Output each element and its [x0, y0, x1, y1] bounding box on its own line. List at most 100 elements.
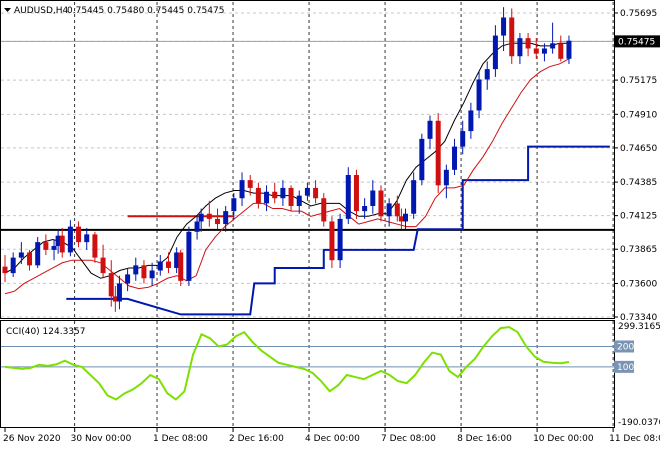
time-tick-label: 1 Dec 08:00: [153, 434, 208, 444]
price-tick-label: 0.75175: [620, 76, 657, 86]
time-tick-label: 10 Dec 00:00: [533, 434, 594, 444]
price-tick-label: 0.74910: [620, 110, 657, 120]
cci-level-tag: [614, 360, 634, 373]
candle-bull: [239, 180, 245, 199]
candle-bull: [468, 110, 474, 132]
candle-bear: [435, 120, 441, 186]
candle-bull: [84, 234, 90, 243]
candle-bull: [370, 190, 376, 206]
candle-bull: [402, 213, 408, 222]
candle-bull: [35, 242, 41, 266]
time-tick-label: 4 Dec 00:00: [305, 434, 360, 444]
candle-bull: [386, 203, 392, 217]
cci-level-tag-label: 200: [617, 342, 634, 352]
candle-bear: [533, 48, 539, 54]
time-axis: 26 Nov 2020 30 Nov 00:00 1 Dec 08:00 2 Dec …: [3, 428, 660, 444]
candle-bear: [398, 216, 404, 222]
candle-bear: [59, 235, 65, 253]
candle-bull: [194, 221, 200, 232]
candle-bull: [149, 270, 155, 279]
candle-bull: [223, 211, 229, 225]
time-tick-label: 26 Nov 2020: [3, 434, 61, 444]
candle-bull: [231, 198, 237, 212]
cci-line: [4, 326, 570, 401]
cci-level-tag: [614, 340, 634, 353]
candle-bear: [378, 190, 384, 217]
candle-bull: [484, 69, 490, 80]
candle-bear: [525, 38, 531, 49]
candle-bear: [288, 187, 294, 206]
candle-bear: [313, 187, 319, 199]
price-tick-label: 0.75695: [620, 9, 657, 19]
candle-bear: [272, 191, 278, 199]
price-tick-label: 0.74650: [620, 144, 657, 154]
cci-level-tag-label: 100: [617, 363, 634, 373]
candle-bull: [55, 235, 61, 246]
candle-bear: [27, 252, 33, 266]
svg-text:0.75475: 0.75475: [618, 37, 655, 47]
dropdown-triangle-icon[interactable]: [4, 8, 11, 12]
overlays: [1, 40, 614, 316]
candle-bull: [492, 35, 498, 70]
symbol-label: AUDUSD,H4: [14, 6, 69, 16]
price-tick-label: 0.73340: [620, 313, 657, 323]
cci-indicator: 200 100 299.3165 -190.0376: [1, 322, 660, 428]
candle-bear: [2, 266, 8, 274]
candle-bull: [51, 245, 57, 250]
candle-bear: [43, 242, 49, 250]
current-price-tag: 0.75475: [614, 35, 660, 48]
moving-average-red: [4, 58, 570, 295]
candle-bear: [329, 221, 335, 261]
candles: [2, 7, 572, 312]
candle-bull: [67, 226, 73, 253]
candle-bear: [141, 265, 147, 279]
candle-bear: [353, 174, 359, 212]
candle-bull: [296, 195, 302, 206]
time-tick-label: 8 Dec 16:00: [457, 434, 512, 444]
candle-bear: [558, 43, 564, 59]
candle-bull: [517, 38, 523, 57]
candle-bull: [264, 191, 270, 204]
price-tick-label: 0.74385: [620, 178, 657, 188]
candle-bear: [76, 226, 82, 243]
candle-bull: [18, 252, 24, 258]
candle-bull: [116, 283, 122, 302]
candle-bear: [112, 296, 118, 302]
candle-bull: [198, 213, 204, 222]
price-tick-label: 0.73600: [620, 279, 657, 289]
price-tick-label: 0.74125: [620, 212, 657, 222]
candle-bull: [566, 40, 572, 59]
price-tick-label: 0.73865: [620, 245, 657, 255]
candle-bull: [419, 138, 425, 181]
cci-min-label: -190.0376: [618, 418, 660, 428]
candle-bull: [541, 48, 547, 54]
candle-bear: [206, 213, 212, 219]
candle-bull: [501, 17, 507, 36]
candle-bull: [460, 131, 466, 147]
candle-bear: [215, 218, 221, 225]
candle-bear: [178, 252, 184, 281]
candle-bear: [247, 180, 253, 188]
candle-bull: [280, 187, 286, 199]
time-tick-label: 7 Dec 08:00: [381, 434, 436, 444]
candle-bull: [157, 261, 163, 271]
candle-bear: [509, 17, 515, 57]
candle-bear: [321, 198, 327, 222]
candle-bear: [100, 257, 106, 274]
candle-bull: [452, 146, 458, 170]
candle-bull: [174, 252, 180, 268]
candle-bear: [108, 273, 114, 297]
candle-bear: [92, 234, 98, 258]
cci-max-label: 299.3165: [618, 322, 660, 332]
time-tick-label: 11 Dec 08:00: [609, 434, 660, 444]
cci-panel-frame: [0, 320, 615, 428]
candle-bull: [10, 257, 16, 274]
candle-bear: [165, 261, 171, 268]
moving-average-black: [4, 42, 569, 279]
cci-label: CCI(40) 124.3357: [6, 327, 86, 337]
candle-bull: [427, 120, 433, 139]
price-axis: 0.75695 0.75475 0.75175 0.74910 0.74650 0.743…: [614, 9, 657, 323]
candle-bull: [133, 265, 139, 275]
time-tick-label: 2 Dec 16:00: [229, 434, 284, 444]
